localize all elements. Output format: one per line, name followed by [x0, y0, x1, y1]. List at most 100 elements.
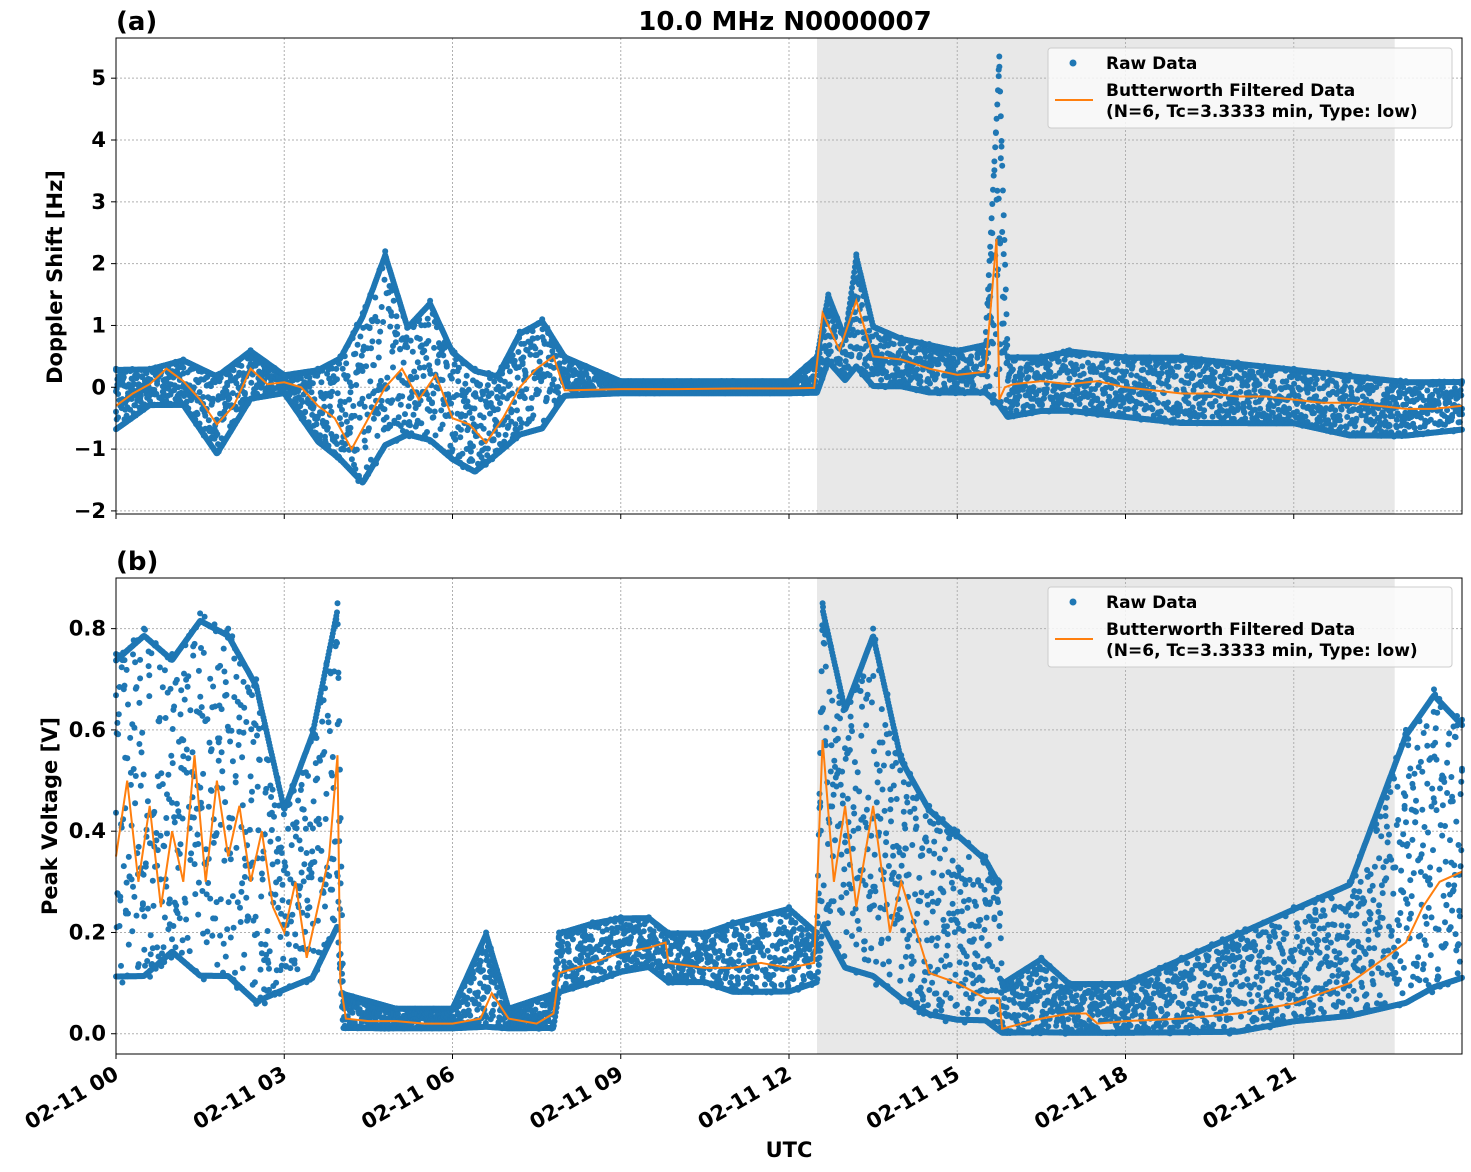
- raw-data-point: [399, 393, 406, 400]
- raw-data-point: [241, 389, 248, 396]
- raw-data-point: [490, 437, 497, 444]
- raw-data-point: [224, 382, 231, 389]
- raw-data-point: [537, 349, 544, 356]
- raw-data-point: [992, 130, 999, 136]
- raw-data-point: [229, 390, 236, 397]
- raw-data-point: [322, 433, 328, 440]
- raw-data-point: [154, 380, 161, 387]
- raw-data-point: [370, 362, 377, 369]
- raw-data-point: [550, 376, 557, 383]
- raw-data-point: [495, 431, 502, 438]
- raw-data-point: [359, 368, 366, 374]
- raw-data-point: [488, 390, 495, 397]
- raw-data-point: [429, 399, 435, 406]
- raw-data-point: [484, 445, 491, 452]
- raw-data-point: [434, 359, 441, 366]
- raw-data-point: [432, 432, 439, 439]
- raw-data-point: [361, 403, 368, 410]
- raw-data-point: [431, 408, 438, 415]
- raw-data-point: [339, 365, 346, 372]
- raw-data-point: [207, 383, 214, 390]
- raw-data-point: [491, 378, 498, 385]
- raw-data-point: [509, 352, 516, 359]
- raw-data-point: [394, 323, 401, 330]
- raw-data-point: [455, 364, 462, 371]
- raw-data-point: [448, 400, 455, 407]
- raw-data-point: [180, 364, 187, 371]
- raw-data-point: [430, 390, 437, 397]
- raw-data-point: [324, 424, 331, 431]
- raw-data-point: [200, 394, 207, 400]
- raw-data-point: [357, 333, 364, 340]
- raw-data-point: [381, 406, 388, 413]
- raw-data-point: [194, 411, 201, 418]
- raw-data-point: [334, 376, 340, 383]
- raw-data-point: [520, 354, 527, 361]
- raw-data-point: [990, 172, 997, 179]
- raw-data-point: [934, 371, 941, 378]
- raw-data-point: [134, 372, 141, 379]
- raw-data-point: [226, 395, 233, 402]
- raw-data-point: [407, 337, 414, 344]
- raw-data-point: [210, 395, 217, 402]
- raw-data-point: [358, 352, 365, 359]
- raw-data-point: [175, 384, 182, 391]
- raw-data-point: [374, 318, 381, 325]
- raw-data-point: [333, 433, 340, 440]
- raw-data-point: [439, 421, 446, 428]
- raw-data-point: [506, 381, 513, 388]
- raw-data-point: [459, 450, 466, 457]
- raw-data-point: [238, 362, 245, 369]
- raw-data-point: [988, 215, 995, 222]
- raw-data-point: [333, 365, 340, 372]
- raw-data-point: [528, 405, 535, 412]
- raw-data-point: [389, 348, 396, 355]
- raw-data-point: [484, 382, 491, 389]
- raw-data-point: [424, 429, 430, 435]
- raw-data-point: [497, 400, 503, 407]
- raw-data-point: [394, 331, 401, 337]
- raw-data-point: [424, 315, 431, 322]
- raw-data-point: [375, 354, 382, 361]
- raw-data-point: [420, 373, 427, 379]
- raw-data-point: [452, 430, 459, 437]
- raw-data-point: [462, 380, 469, 387]
- raw-data-point: [530, 412, 537, 419]
- raw-data-point: [389, 397, 396, 404]
- raw-data-point: [515, 349, 522, 355]
- raw-data-point: [543, 394, 550, 401]
- raw-data-point: [458, 426, 464, 433]
- raw-data-point: [500, 386, 507, 393]
- raw-data-point: [404, 344, 411, 351]
- raw-data-point: [362, 444, 369, 451]
- raw-data-point: [994, 187, 1001, 194]
- raw-data-point: [511, 357, 518, 364]
- raw-data-point: [196, 420, 203, 427]
- raw-data-point: [506, 368, 513, 375]
- raw-data-point: [440, 352, 447, 359]
- raw-data-point: [202, 412, 209, 419]
- raw-data-point: [230, 367, 237, 374]
- raw-data-point: [377, 328, 384, 335]
- raw-data-point: [407, 422, 413, 429]
- raw-data-point: [438, 407, 445, 414]
- raw-data-point: [423, 355, 430, 361]
- raw-data-point: [467, 448, 474, 455]
- raw-data-point: [352, 466, 359, 472]
- raw-data-point: [411, 368, 418, 375]
- raw-data-point: [390, 364, 396, 371]
- raw-data-point: [375, 338, 382, 345]
- raw-data-point: [851, 269, 858, 276]
- raw-data-point: [970, 382, 977, 389]
- raw-data-point: [344, 373, 351, 379]
- raw-data-point: [494, 406, 501, 413]
- raw-data-point: [427, 370, 434, 377]
- raw-data-point: [536, 358, 543, 365]
- raw-data-point: [986, 383, 993, 390]
- raw-data-point: [470, 443, 476, 450]
- raw-data-point: [878, 377, 885, 383]
- raw-data-point: [248, 379, 255, 386]
- raw-data-point: [917, 378, 924, 385]
- panel-a-raw-scatter: [113, 53, 1465, 486]
